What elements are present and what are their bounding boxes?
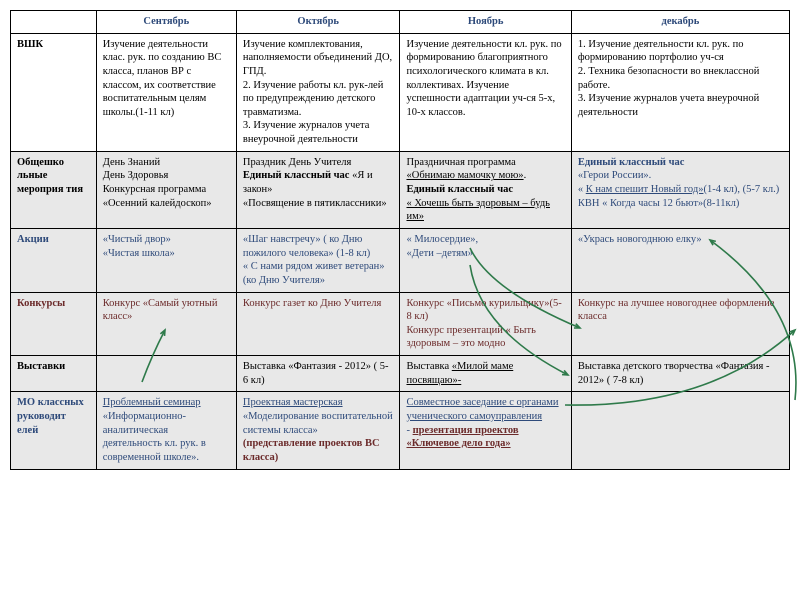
page-container: СентябрьОктябрьНоябрьдекабрьВШКИзучение … [10, 10, 790, 470]
header-cell [11, 11, 97, 34]
table-cell: 1. Изучение деятельности кл. рук. по фор… [571, 33, 789, 151]
table-row: Выставки Выставка «Фантазия - 2012» ( 5-6… [11, 356, 790, 392]
row-label: ВШК [11, 33, 97, 151]
table-row: Общешко льные мероприя тияДень ЗнанийДен… [11, 151, 790, 228]
header-cell: Сентябрь [96, 11, 236, 34]
table-cell: Конкурс на лучшее новогоднее оформление … [571, 292, 789, 356]
table-cell: Совместное заседание с органами ученичес… [400, 392, 571, 469]
table-cell: « Милосердие»,«Дети –детям» [400, 228, 571, 292]
table-cell: Праздник День УчителяЕдиный классный час… [236, 151, 400, 228]
row-label: МО классных руководит елей [11, 392, 97, 469]
header-row: СентябрьОктябрьНоябрьдекабрь [11, 11, 790, 34]
table-cell: Конкурс «Самый уютный класс» [96, 292, 236, 356]
table-cell: Выставка «Милой маме посвящаю»- [400, 356, 571, 392]
table-cell: «Укрась новогоднюю елку» [571, 228, 789, 292]
table-cell: Единый классный час «Герои России». « К … [571, 151, 789, 228]
table-row: Акции«Чистый двор»«Чистая школа»«Шаг нав… [11, 228, 790, 292]
table-cell: Изучение деятельности кл. рук. по формир… [400, 33, 571, 151]
table-row: МО классных руководит елейПроблемный сем… [11, 392, 790, 469]
plan-table: СентябрьОктябрьНоябрьдекабрьВШКИзучение … [10, 10, 790, 470]
table-cell: Праздничная программа «Обнимаю мамочку м… [400, 151, 571, 228]
header-cell: Ноябрь [400, 11, 571, 34]
table-row: ВШКИзучение деятельности клас. рук. по с… [11, 33, 790, 151]
table-cell: День ЗнанийДень ЗдоровьяКонкурсная прогр… [96, 151, 236, 228]
table-cell: Изучение деятельности клас. рук. по созд… [96, 33, 236, 151]
table-cell: «Чистый двор»«Чистая школа» [96, 228, 236, 292]
row-label: Общешко льные мероприя тия [11, 151, 97, 228]
table-cell: Проектная мастерская «Моделирование восп… [236, 392, 400, 469]
row-label: Конкурсы [11, 292, 97, 356]
table-cell [96, 356, 236, 392]
table-cell: Конкурс «Письмо курильщику»(5-8 кл)Конку… [400, 292, 571, 356]
header-cell: Октябрь [236, 11, 400, 34]
table-cell: Выставка детского творчества «Фантазия -… [571, 356, 789, 392]
header-cell: декабрь [571, 11, 789, 34]
table-cell: «Шаг навстречу» ( ко Дню пожилого челове… [236, 228, 400, 292]
table-cell: Выставка «Фантазия - 2012» ( 5-6 кл) [236, 356, 400, 392]
table-cell: Конкурс газет ко Дню Учителя [236, 292, 400, 356]
row-label: Акции [11, 228, 97, 292]
table-row: КонкурсыКонкурс «Самый уютный класс»Конк… [11, 292, 790, 356]
row-label: Выставки [11, 356, 97, 392]
table-cell: Изучение комплектования, наполняемости о… [236, 33, 400, 151]
table-cell: Проблемный семинар «Информационно-аналит… [96, 392, 236, 469]
table-cell [571, 392, 789, 469]
